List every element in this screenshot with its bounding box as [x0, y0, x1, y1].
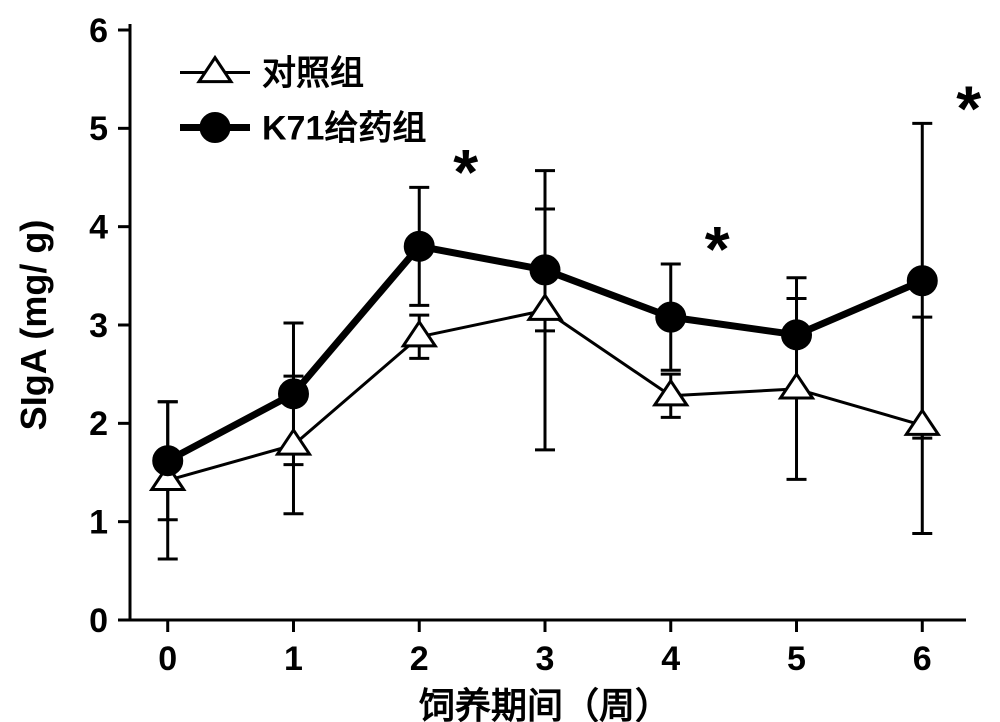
circle-marker-icon	[531, 256, 559, 284]
legend-label: 对照组	[262, 54, 364, 92]
y-tick-label: 1	[89, 504, 108, 542]
x-tick-label: 5	[787, 640, 806, 678]
y-tick-label: 4	[89, 209, 108, 247]
x-tick-label: 4	[661, 640, 680, 678]
line-chart: 0 1 2 3 4 5 6 0 1 2 3 4 5 6 饲养期间（周） SIgA (mg/ g) * * * 对照组 K…	[0, 0, 1000, 722]
triangle-marker-icon	[529, 295, 561, 319]
circle-marker-icon	[279, 380, 307, 408]
circle-marker-icon	[154, 447, 182, 475]
x-tick-label: 6	[913, 640, 932, 678]
circle-marker-icon	[783, 321, 811, 349]
circle-marker-icon	[908, 267, 936, 295]
circle-marker-icon	[201, 114, 229, 142]
y-axis-label: SIgA (mg/ g)	[13, 220, 54, 431]
triangle-marker-icon	[655, 381, 687, 405]
y-tick-label: 0	[89, 602, 108, 640]
x-tick-label: 1	[284, 640, 303, 678]
y-tick-label: 3	[89, 307, 108, 345]
significance-marker: *	[705, 213, 730, 285]
legend-label: K71给药组	[262, 109, 426, 147]
significance-marker: *	[453, 136, 478, 208]
circle-marker-icon	[405, 232, 433, 260]
x-tick-label: 2	[410, 640, 429, 678]
y-tick-label: 5	[89, 110, 108, 148]
x-tick-label: 3	[536, 640, 555, 678]
x-tick-label: 0	[158, 640, 177, 678]
significance-marker: *	[956, 72, 981, 144]
y-tick-label: 6	[89, 12, 108, 50]
triangle-marker-icon	[199, 58, 231, 82]
y-tick-label: 2	[89, 405, 108, 443]
circle-marker-icon	[657, 303, 685, 331]
chart-container: 0 1 2 3 4 5 6 0 1 2 3 4 5 6 饲养期间（周） SIgA (mg/ g) * * * 对照组 K…	[0, 0, 1000, 722]
x-axis-label: 饲养期间（周）	[419, 685, 671, 722]
triangle-marker-icon	[781, 374, 813, 398]
